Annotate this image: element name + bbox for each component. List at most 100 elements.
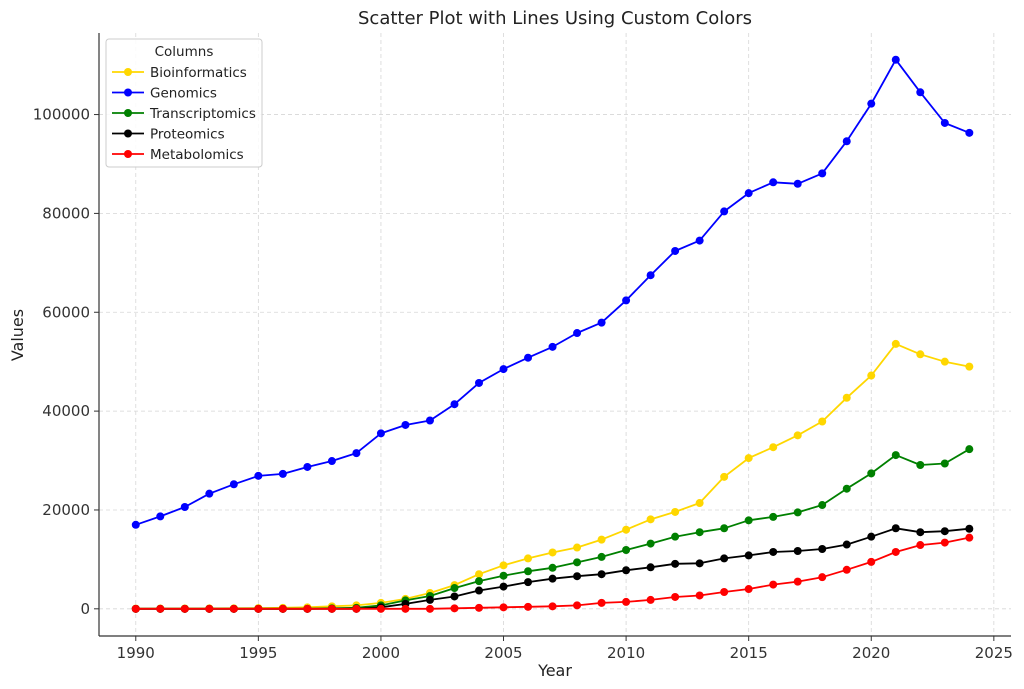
data-point: [573, 543, 582, 552]
legend-label: Transcriptomics: [149, 106, 256, 122]
data-point: [916, 528, 925, 537]
y-tick-label: 60000: [42, 303, 90, 321]
legend-marker-swatch: [124, 109, 132, 117]
data-point: [499, 582, 508, 591]
data-point: [744, 189, 753, 198]
data-point: [965, 524, 974, 533]
data-point: [548, 602, 557, 611]
data-point: [891, 524, 900, 533]
data-point: [180, 604, 189, 613]
legend-label: Metabolomics: [150, 147, 244, 163]
data-point: [695, 591, 704, 600]
data-point: [376, 604, 385, 613]
legend-marker-swatch: [124, 68, 132, 76]
data-point: [131, 520, 140, 529]
legend-marker-swatch: [124, 88, 132, 97]
data-point: [940, 357, 949, 366]
data-point: [401, 604, 410, 613]
series-genomics: [131, 55, 974, 529]
data-point: [695, 528, 704, 537]
data-point: [940, 538, 949, 547]
data-point: [842, 137, 851, 146]
data-point: [303, 462, 312, 471]
data-point: [965, 362, 974, 371]
data-point: [818, 573, 827, 582]
data-point: [916, 541, 925, 550]
x-axis-title: Year: [537, 661, 572, 680]
data-point: [842, 565, 851, 574]
data-point: [425, 416, 434, 425]
data-point: [720, 524, 729, 533]
data-point: [278, 469, 287, 478]
data-point: [156, 512, 165, 521]
axes-layer: [98, 33, 1011, 637]
data-point: [695, 559, 704, 568]
data-point: [475, 603, 483, 612]
data-point: [229, 480, 238, 489]
data-point: [548, 574, 557, 583]
data-point: [916, 88, 925, 97]
data-point: [842, 393, 851, 402]
data-point: [793, 546, 802, 555]
data-point: [597, 552, 606, 561]
data-point: [891, 55, 900, 64]
data-point: [744, 516, 753, 525]
data-point: [352, 449, 361, 458]
y-tick-label: 100000: [33, 106, 90, 124]
data-point: [548, 342, 557, 351]
data-point: [916, 460, 925, 469]
data-point: [965, 128, 974, 137]
data-point: [573, 329, 582, 338]
series-metabolomics: [131, 533, 974, 613]
legend-title: Columns: [155, 44, 214, 60]
legend-label: Bioinformatics: [150, 65, 247, 81]
data-point: [229, 604, 238, 613]
data-point: [867, 557, 876, 566]
data-point: [818, 501, 827, 510]
data-point: [940, 459, 949, 468]
data-point: [671, 592, 680, 601]
data-point: [842, 540, 851, 549]
data-point: [965, 533, 974, 542]
data-point: [475, 570, 483, 579]
data-point: [867, 371, 876, 380]
legend-item-proteomics: Proteomics: [112, 127, 225, 143]
legend-marker-swatch: [124, 150, 132, 158]
x-tick-label: 2000: [362, 644, 400, 662]
data-point: [818, 545, 827, 554]
legend-label: Proteomics: [150, 127, 225, 143]
data-point: [695, 236, 704, 245]
chart-title: Scatter Plot with Lines Using Custom Col…: [358, 8, 752, 29]
data-point: [720, 588, 729, 597]
data-point: [499, 365, 508, 374]
data-point: [180, 502, 189, 511]
data-point: [940, 118, 949, 127]
data-point: [597, 570, 606, 579]
data-point: [842, 484, 851, 493]
data-point: [769, 580, 778, 589]
data-point: [401, 420, 410, 429]
y-tick-label: 40000: [42, 402, 90, 420]
data-point: [671, 507, 680, 516]
data-point: [867, 532, 876, 541]
data-point: [744, 454, 753, 463]
data-point: [916, 350, 925, 359]
data-point: [769, 512, 778, 521]
data-point: [671, 559, 680, 568]
data-point: [720, 554, 729, 563]
data-point: [720, 207, 729, 216]
data-point: [524, 578, 533, 587]
data-point: [744, 585, 753, 594]
x-tick-label: 2010: [607, 644, 645, 662]
data-point: [622, 566, 631, 575]
data-point: [646, 595, 655, 604]
x-tick-label: 2020: [852, 644, 890, 662]
data-point: [499, 561, 508, 570]
data-point: [475, 378, 483, 387]
x-tick-label: 2025: [975, 644, 1013, 662]
legend-item-bioinformatics: Bioinformatics: [112, 65, 247, 81]
data-point: [965, 445, 974, 454]
data-point: [156, 604, 165, 613]
data-point: [867, 469, 876, 478]
series-layer: [131, 55, 974, 613]
